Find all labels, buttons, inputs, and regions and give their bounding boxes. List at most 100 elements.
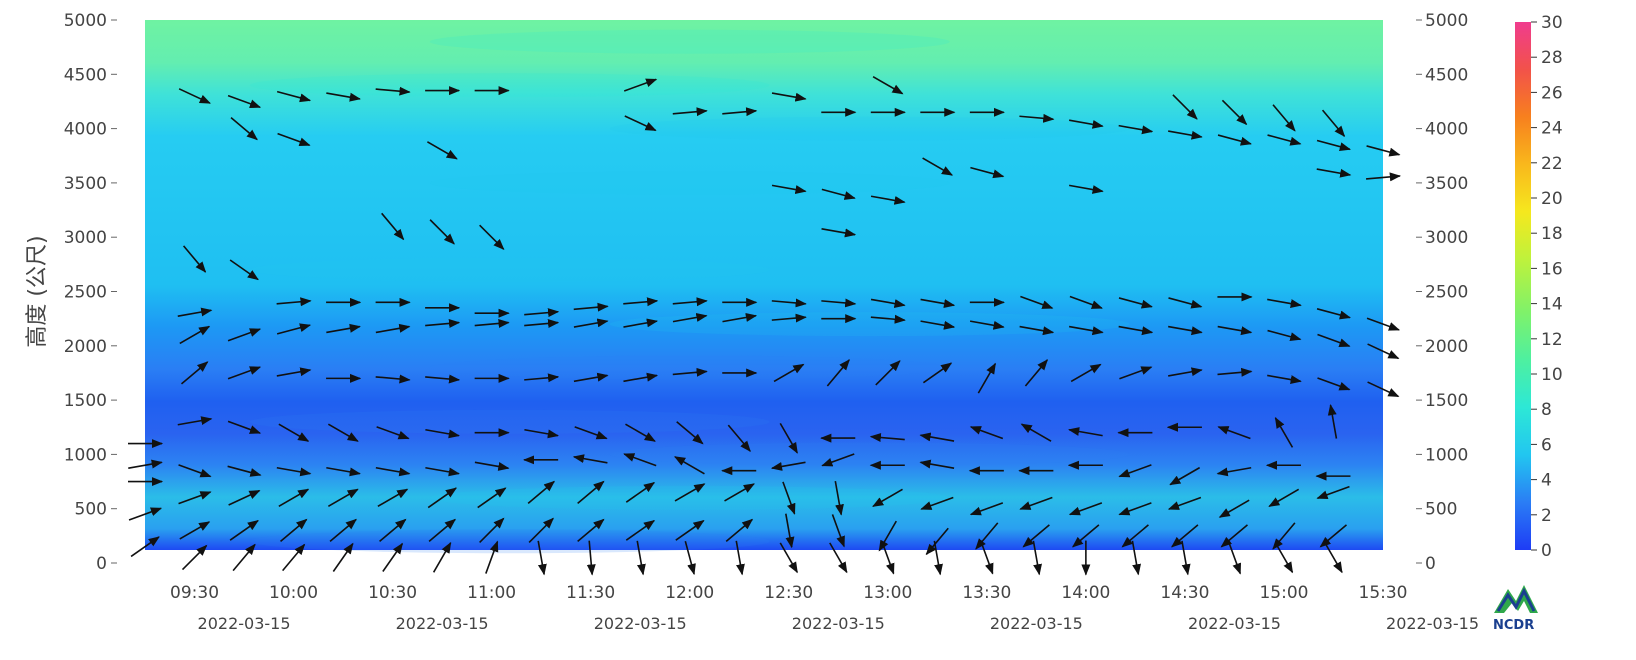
x-tick-time-label: 15:00	[1259, 583, 1308, 603]
wind-arrow	[180, 361, 209, 385]
y-tick-label-right: 500	[1425, 500, 1457, 520]
wind-arrow	[724, 483, 755, 502]
wind-arrow	[1324, 542, 1343, 574]
wind-arrow	[881, 541, 895, 575]
wind-arrow	[524, 319, 560, 328]
speed-patch	[249, 409, 770, 434]
y-tick-label-left: 3000	[64, 228, 107, 248]
wind-arrow	[427, 487, 457, 509]
wind-arrow	[872, 75, 904, 95]
wind-arrow	[227, 366, 262, 380]
y-tick-label-right: 3500	[1425, 174, 1468, 194]
logo-mountain-icon	[1494, 585, 1538, 613]
wind-arrow	[182, 245, 207, 273]
wind-arrow	[332, 542, 354, 572]
wind-arrow	[870, 195, 906, 205]
wind-arrow	[425, 466, 460, 477]
y-tick-label-left: 4000	[64, 120, 107, 140]
wind-arrow	[574, 426, 608, 440]
wind-arrow	[278, 423, 310, 442]
wind-arrow	[1131, 540, 1142, 576]
wind-arrow	[625, 520, 656, 541]
wind-arrow	[1217, 134, 1252, 146]
wind-arrow	[674, 456, 705, 475]
wind-arrow	[829, 542, 848, 574]
x-tick-date-label: 2022-03-15	[1386, 614, 1479, 633]
speed-patch	[609, 442, 1130, 467]
wind-arrow	[1366, 317, 1401, 331]
wind-arrow	[676, 421, 704, 445]
wind-arrow	[771, 184, 807, 194]
wind-arrow	[1068, 184, 1104, 194]
wind-arrow	[826, 359, 850, 387]
wind-arrow	[870, 298, 906, 308]
wind-arrow	[771, 298, 807, 308]
wind-arrow	[922, 362, 953, 384]
wind-arrow	[178, 88, 211, 104]
wind-arrow	[586, 540, 596, 576]
wind-arrow	[1274, 416, 1294, 448]
wind-arrow	[1118, 325, 1154, 336]
wind-arrow	[869, 433, 905, 442]
wind-arrow	[537, 540, 547, 576]
x-tick-time-label: 15:30	[1359, 583, 1408, 603]
wind-arrow	[177, 416, 213, 426]
y-tick-label-left: 4500	[64, 65, 107, 85]
wind-arrow	[623, 453, 657, 467]
wind-arrow	[1071, 524, 1100, 548]
wind-arrow	[771, 92, 807, 102]
colorbar-gradient	[1515, 22, 1531, 550]
wind-arrow	[1367, 343, 1400, 360]
wind-arrow	[672, 297, 708, 307]
wind-arrow	[179, 325, 211, 345]
wind-arrow	[376, 426, 410, 440]
wind-arrow	[969, 320, 1005, 330]
wind-arrow	[1316, 485, 1350, 499]
wind-arrow	[782, 481, 796, 515]
wind-arrow	[1024, 359, 1049, 387]
wind-arrow	[577, 518, 605, 542]
wind-arrow	[675, 520, 705, 541]
axes: 0 0 500 500 1000 1000 1500 1500 2000 2000 2500 2500…	[25, 11, 1479, 633]
wind-arrow	[1221, 99, 1248, 126]
wind-arrow	[1321, 109, 1346, 138]
wind-arrow	[1268, 488, 1300, 508]
wind-arrow	[276, 466, 312, 477]
wind-arrow	[1267, 329, 1302, 342]
wind-arrow	[1220, 524, 1248, 548]
wind-arrow	[1118, 464, 1152, 478]
wind-arrow	[834, 480, 844, 516]
wind-arrow	[1217, 325, 1253, 336]
ncdr-logo: NCDR	[1493, 585, 1538, 633]
y-tick-label-right: 4000	[1425, 120, 1468, 140]
y-axis-label: 高度 (公尺)	[25, 235, 50, 347]
y-tick-label-left: 3500	[64, 174, 107, 194]
wind-arrow	[178, 491, 212, 505]
wind-arrow	[674, 483, 706, 502]
wind-arrow	[178, 464, 212, 478]
y-tick-label-left: 1000	[64, 445, 107, 465]
wind-arrow	[229, 259, 259, 281]
wind-arrow	[425, 374, 461, 384]
wind-arrow	[773, 363, 805, 383]
wind-arrow	[280, 518, 308, 542]
wind-arrow	[1068, 502, 1103, 516]
y-tick-label-left: 1500	[64, 391, 107, 411]
x-tick-time-label: 12:30	[764, 583, 813, 603]
wind-arrow	[1118, 124, 1154, 135]
y-tick-label-right: 0	[1425, 554, 1436, 574]
wind-arrow	[230, 117, 258, 141]
x-tick-date-label: 2022-03-15	[792, 614, 885, 633]
wind-arrow	[425, 319, 461, 328]
wind-arrow	[524, 308, 560, 318]
wind-arrow	[1168, 325, 1203, 336]
wind-arrow	[432, 541, 452, 573]
wind-arrow	[528, 517, 554, 544]
wind-arrow	[870, 314, 906, 324]
wind-arrow	[278, 488, 310, 508]
wind-arrow	[327, 423, 359, 442]
wind-arrow	[276, 90, 312, 103]
x-tick-date-label: 2022-03-15	[1188, 614, 1281, 633]
